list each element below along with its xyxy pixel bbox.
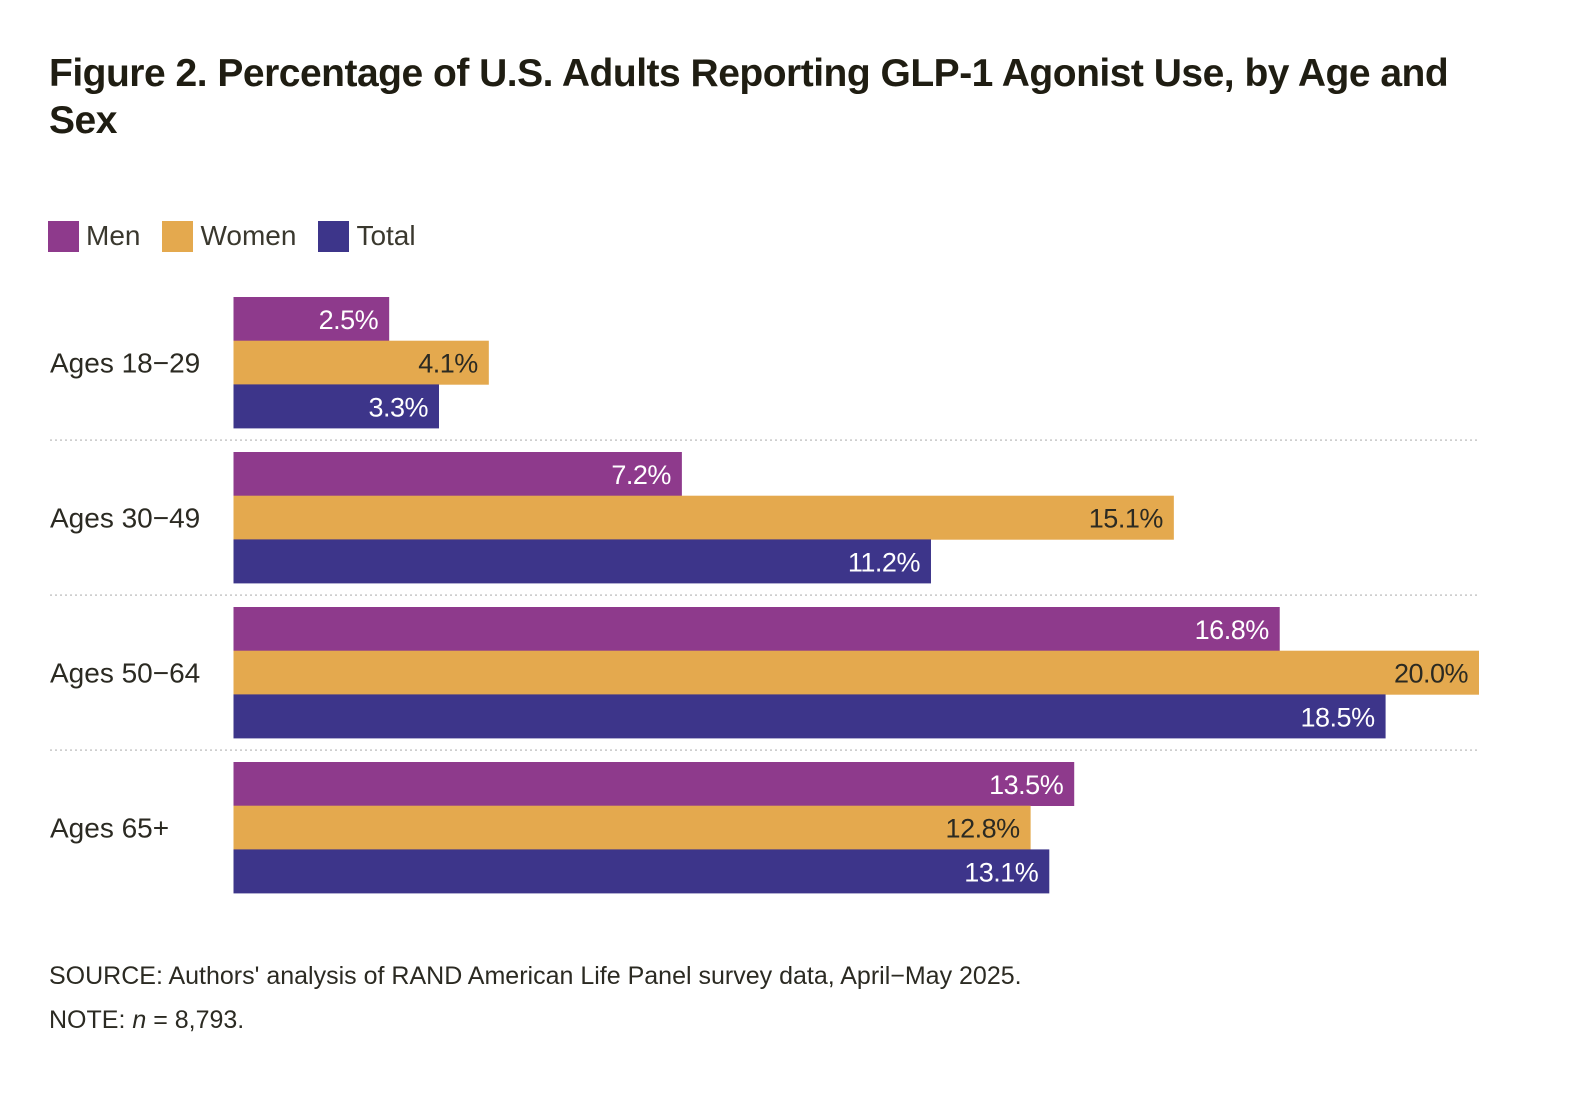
legend-item-men: Men xyxy=(48,220,140,252)
data-label-men: 13.5% xyxy=(989,770,1064,800)
bar-men xyxy=(233,762,1075,806)
data-label-men: 2.5% xyxy=(319,305,379,335)
legend-swatch-total xyxy=(318,220,350,252)
figure-title: Percentage of U.S. Adults Reporting GLP-… xyxy=(49,52,1449,142)
bar-women xyxy=(233,650,1479,695)
bar-men xyxy=(233,607,1280,651)
legend: Men Women Total xyxy=(48,220,438,252)
note-value: = 8,793. xyxy=(146,1006,245,1034)
data-label-total: 3.3% xyxy=(368,392,428,422)
data-label-women: 15.1% xyxy=(1089,504,1164,534)
bar-total xyxy=(233,384,440,429)
category-label: Ages 30−49 xyxy=(50,503,200,534)
data-label-women: 4.1% xyxy=(418,349,478,379)
legend-item-total: Total xyxy=(318,220,416,252)
data-label-total: 18.5% xyxy=(1301,702,1376,732)
legend-swatch-women xyxy=(162,220,194,252)
bar-women xyxy=(233,805,1031,850)
data-label-men: 7.2% xyxy=(611,460,671,490)
data-label-men: 16.8% xyxy=(1195,615,1270,645)
legend-label-women: Women xyxy=(200,220,297,251)
data-label-total: 13.1% xyxy=(964,857,1039,887)
source-note: SOURCE: Authors' analysis of RAND Americ… xyxy=(49,962,1022,990)
bar-total xyxy=(233,849,1050,894)
legend-label-total: Total xyxy=(356,220,416,251)
category-label: Ages 50−64 xyxy=(50,658,200,689)
category-label: Ages 65+ xyxy=(50,813,169,844)
data-label-women: 12.8% xyxy=(946,814,1021,844)
legend-item-women: Women xyxy=(162,220,296,252)
legend-swatch-men xyxy=(48,220,79,252)
legend-label-men: Men xyxy=(86,220,141,251)
data-label-total: 11.2% xyxy=(848,547,921,577)
category-label: Ages 18−29 xyxy=(50,348,200,379)
bar-men xyxy=(233,452,682,496)
note-variable: n xyxy=(132,1006,147,1034)
data-label-women: 20.0% xyxy=(1394,659,1469,689)
bar-women xyxy=(233,340,489,385)
note-prefix: NOTE: xyxy=(49,1006,133,1034)
bar-women xyxy=(233,495,1174,540)
chart-title: Figure 2. Percentage of U.S. Adults Repo… xyxy=(49,50,1489,144)
sample-note: NOTE: n = 8,793. xyxy=(49,1006,244,1035)
bar-total xyxy=(233,539,931,584)
figure-number: Figure 2. xyxy=(49,52,208,95)
bar-total xyxy=(233,694,1386,739)
bar-men xyxy=(233,297,390,341)
